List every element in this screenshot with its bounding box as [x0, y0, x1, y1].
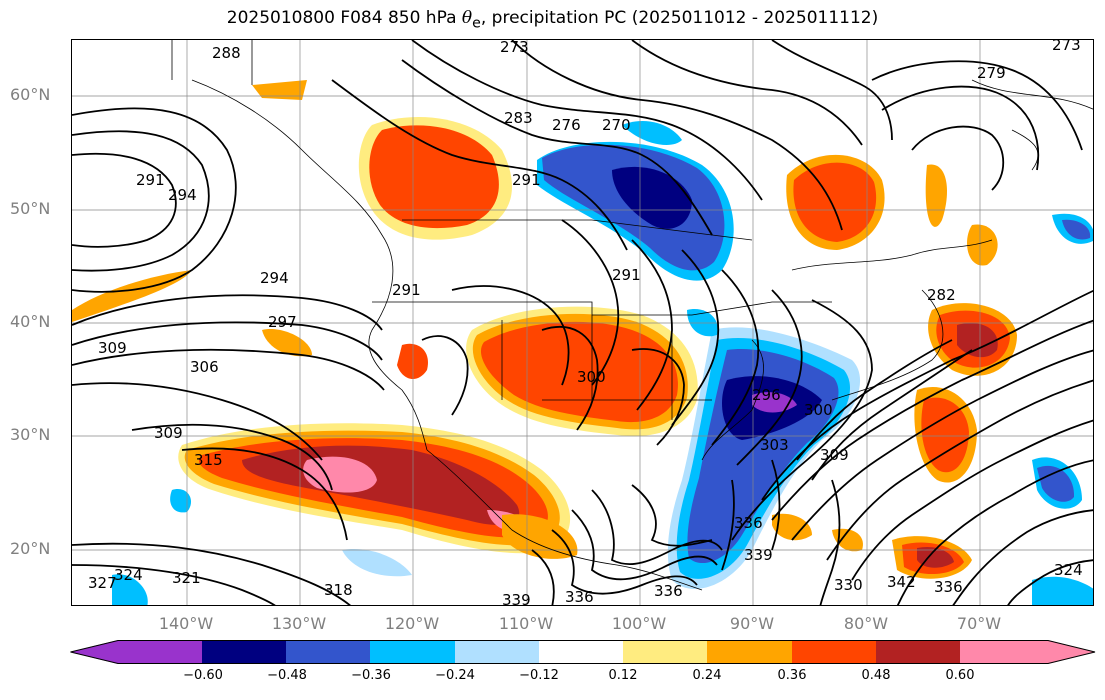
contour-label: 291 — [136, 171, 165, 189]
contour-label: 306 — [190, 358, 219, 376]
colorbar-tick: −0.60 — [183, 668, 223, 683]
colorbar-segment — [1048, 640, 1095, 664]
colorbar-tick: 0.24 — [692, 668, 722, 683]
colorbar-outline — [70, 640, 1096, 664]
colorbar-tick: −0.24 — [435, 668, 475, 683]
contour-label: 321 — [172, 569, 201, 587]
colorbar-segment — [202, 640, 286, 664]
contour-label: 330 — [834, 576, 863, 594]
colorbar-tick: −0.36 — [351, 668, 391, 683]
contour-label: 296 — [752, 386, 781, 404]
contour-label: 324 — [1054, 561, 1083, 579]
lon-label-120w: 120°W — [384, 614, 440, 633]
map-canvas: 288 273 279 273 276 270 283 291 291 294 … — [72, 40, 1093, 606]
colorbar — [70, 640, 1096, 664]
contour-label: 273 — [1052, 40, 1081, 54]
contour-label: 279 — [977, 64, 1006, 82]
colorbar-tick: 0.48 — [861, 668, 891, 683]
contour-label: 294 — [260, 269, 289, 287]
colorbar-tick: 0.60 — [945, 668, 975, 683]
lat-label-60n: 60°N — [10, 85, 51, 104]
colorbar-segment — [286, 640, 370, 664]
lon-label-130w: 130°W — [271, 614, 327, 633]
contour-label: 336 — [934, 578, 963, 596]
colorbar-segment — [623, 640, 707, 664]
contour-label: 339 — [744, 546, 773, 564]
contour-label: 291 — [612, 266, 641, 284]
colorbar-segment — [539, 640, 623, 664]
precip-shading — [72, 80, 1093, 605]
map-panel: 288 273 279 273 276 270 283 291 291 294 … — [71, 39, 1094, 606]
contour-label: 273 — [500, 40, 529, 56]
contour-label: 336 — [565, 588, 594, 606]
title-suffix: , precipitation PC (2025011012 - 2025011… — [480, 8, 879, 28]
contour-label: 288 — [212, 44, 241, 62]
contour-label: 291 — [392, 281, 421, 299]
lon-label-90w: 90°W — [729, 614, 775, 633]
contour-label: 300 — [577, 368, 606, 386]
contour-labels: 288 273 279 273 276 270 283 291 291 294 … — [88, 40, 1083, 606]
title-theta-subscript: e — [472, 15, 481, 32]
lat-label-50n: 50°N — [10, 199, 51, 218]
lon-label-140w: 140°W — [158, 614, 214, 633]
lon-label-110w: 110°W — [498, 614, 554, 633]
contour-label: 303 — [760, 436, 789, 454]
contour-label: 339 — [502, 591, 531, 606]
contour-label: 342 — [887, 573, 916, 591]
contour-label: 309 — [154, 424, 183, 442]
colorbar-segment — [70, 640, 118, 664]
lon-label-100w: 100°W — [611, 614, 667, 633]
colorbar-segment — [370, 640, 455, 664]
contour-label: 282 — [927, 286, 956, 304]
colorbar-tick: 0.12 — [608, 668, 638, 683]
coastlines — [171, 40, 1093, 591]
contour-label: 309 — [98, 339, 127, 357]
contour-label: 324 — [114, 566, 143, 584]
lon-label-70w: 70°W — [956, 614, 1002, 633]
figure-title: 2025010800 F084 850 hPa θe, precipitatio… — [0, 8, 1105, 31]
lon-label-80w: 80°W — [843, 614, 889, 633]
colorbar-segment — [707, 640, 792, 664]
colorbar-segment — [792, 640, 876, 664]
colorbar-segment — [876, 640, 960, 664]
colorbar-tick: −0.48 — [267, 668, 307, 683]
contour-label: 283 — [504, 109, 533, 127]
title-prefix: 2025010800 F084 850 hPa — [226, 8, 462, 28]
contour-label: 297 — [268, 313, 297, 331]
lat-label-30n: 30°N — [10, 425, 51, 444]
contour-label: 336 — [734, 514, 763, 532]
colorbar-segment — [455, 640, 539, 664]
contour-label: 309 — [820, 446, 849, 464]
contour-label: 318 — [324, 581, 353, 599]
contour-label: 276 — [552, 116, 581, 134]
contour-label: 315 — [194, 451, 223, 469]
theta-e-contours — [72, 40, 1093, 605]
contour-label: 327 — [88, 574, 117, 592]
contour-label: 270 — [602, 116, 631, 134]
lat-label-40n: 40°N — [10, 312, 51, 331]
colorbar-tick: −0.12 — [519, 668, 559, 683]
title-theta: θ — [461, 8, 473, 28]
lat-label-20n: 20°N — [10, 539, 51, 558]
colorbar-tick: 0.36 — [777, 668, 807, 683]
colorbar-segment — [118, 640, 202, 664]
contour-label: 300 — [804, 401, 833, 419]
contour-label: 336 — [654, 582, 683, 600]
contour-label: 294 — [168, 186, 197, 204]
contour-label: 291 — [512, 171, 541, 189]
colorbar-segment — [960, 640, 1048, 664]
